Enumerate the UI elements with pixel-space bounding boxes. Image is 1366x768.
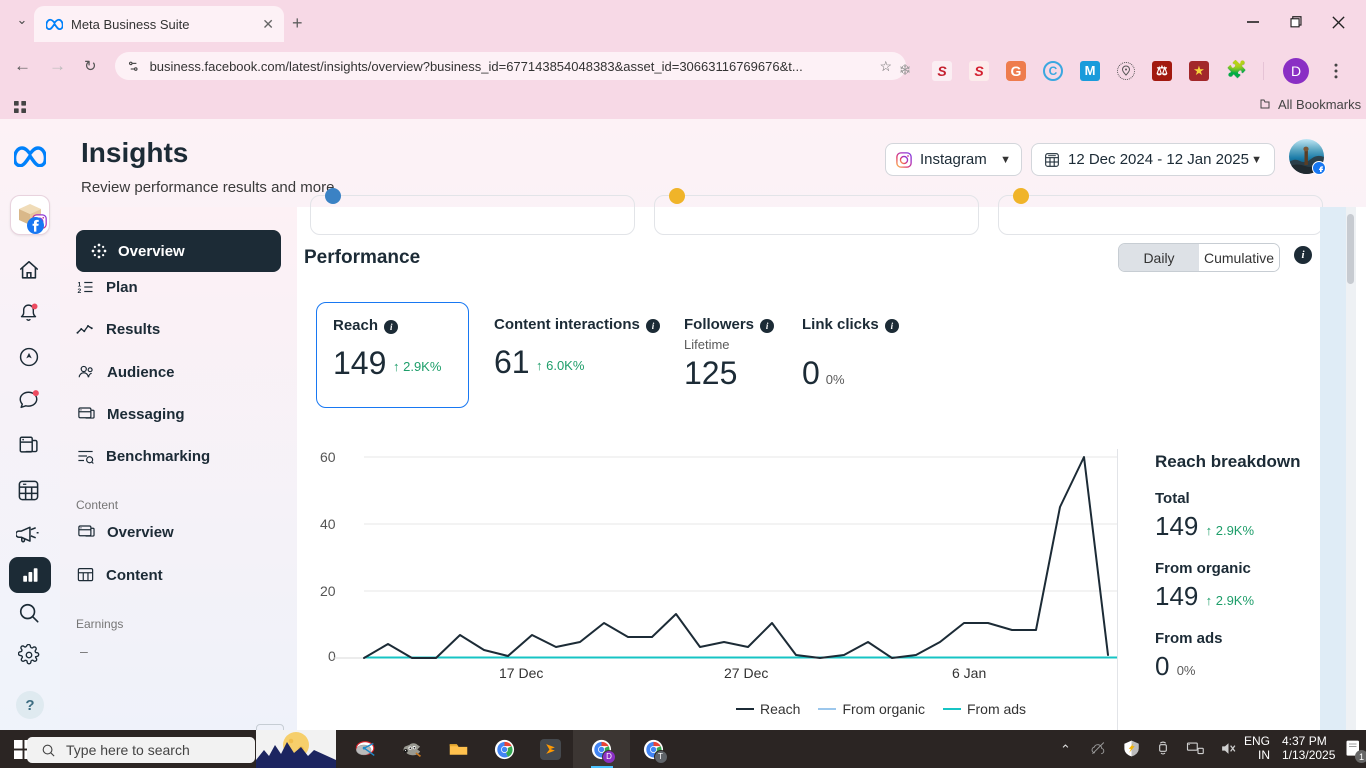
svg-text:1: 1 (78, 281, 82, 288)
svg-text:2: 2 (78, 288, 82, 295)
